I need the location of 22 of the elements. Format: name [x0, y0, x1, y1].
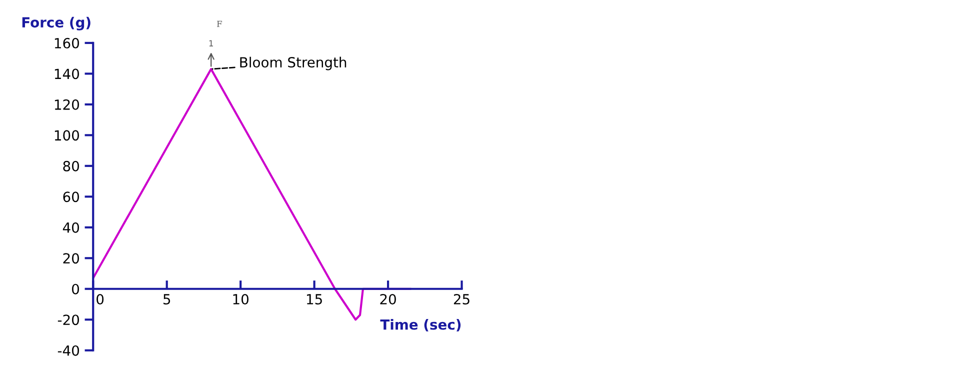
- x-tick-label: 15: [306, 294, 322, 304]
- y-tick-label: 100: [54, 130, 80, 141]
- x-axis-title: Time (sec): [380, 319, 461, 332]
- y-tick-label: -20: [58, 314, 80, 326]
- x-tick-label: 0: [96, 294, 104, 304]
- y-tick-label: 160: [54, 38, 80, 48]
- y-tick-label: 80: [63, 160, 80, 172]
- y-tick-label: -40: [58, 345, 80, 356]
- y-tick-label: 120: [54, 99, 80, 110]
- annotation: Bloom Strength: [240, 56, 346, 70]
- y-tick-label: 20: [63, 253, 80, 264]
- x-tick-label: 5: [164, 294, 170, 304]
- y-axis-title: Force (g): [22, 16, 90, 30]
- y-tick-label: 0: [72, 284, 80, 294]
- y-tick-label: 60: [63, 192, 80, 202]
- x-tick-label: 10: [233, 294, 248, 304]
- y-tick-label: 140: [54, 68, 80, 80]
- text: F: [216, 20, 222, 27]
- y-tick-label: 40: [62, 222, 80, 233]
- x-tick-label: 25: [454, 294, 470, 304]
- x-tick-label: 20: [380, 294, 396, 304]
- annotation: 1: [209, 40, 213, 46]
